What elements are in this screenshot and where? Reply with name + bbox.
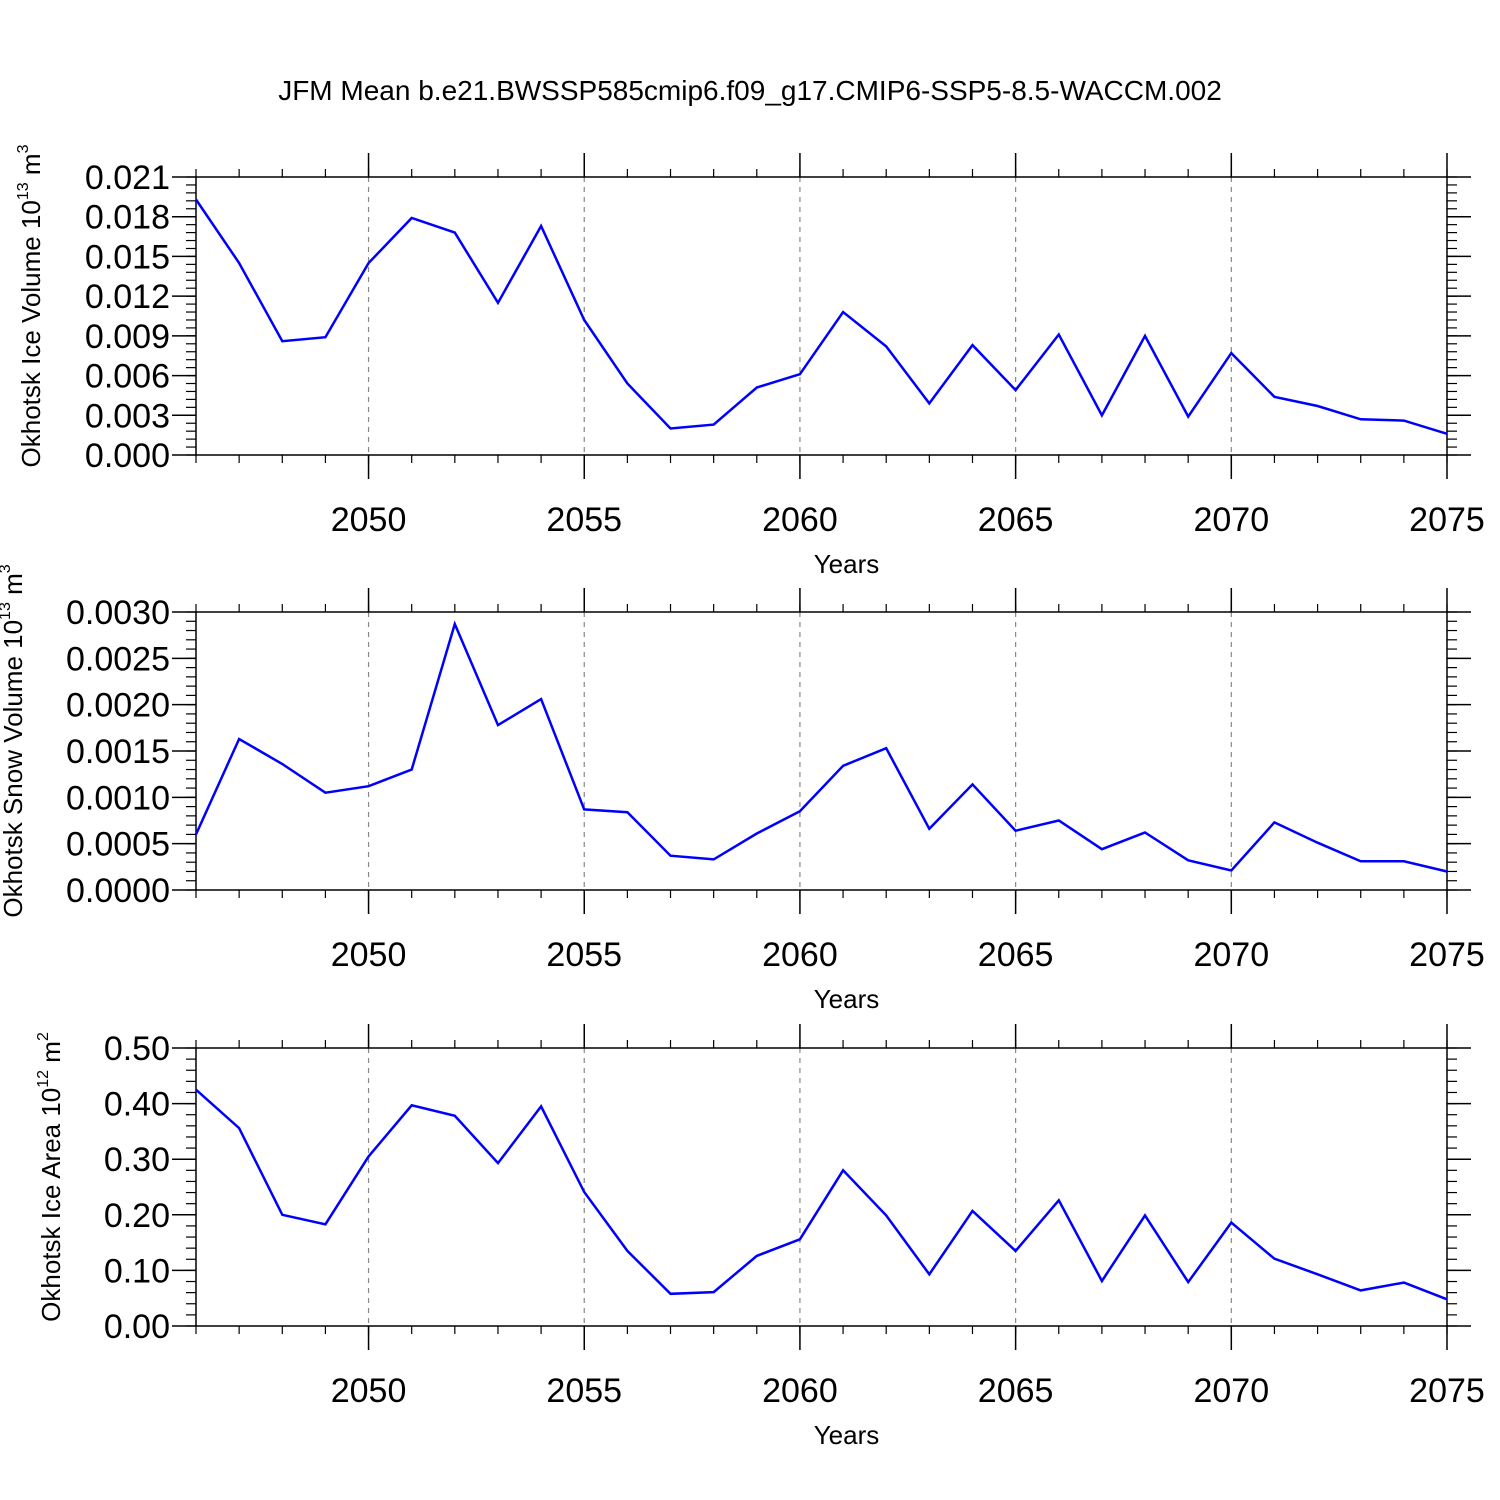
y-axis-label-unit-exponent: 3	[0, 564, 14, 573]
y-axis-label-text: Okhotsk Ice Volume 10	[16, 200, 46, 467]
x-tick-label: 2060	[762, 501, 838, 539]
y-axis-label-exponent: 13	[15, 182, 32, 200]
y-tick-label: 0.30	[104, 1141, 170, 1179]
series-line-1	[195, 1088, 1448, 1301]
chart-panel-3: 0.00 0.10 0.20 0.30 0.40 0.50 2050 2055 2060 2065…	[35, 1024, 1485, 1450]
y-axis-label: Okhotsk Snow Volume 1013 m3	[0, 564, 28, 917]
y-axis-label-unit: m	[36, 1041, 66, 1070]
x-tick-label: 2070	[1193, 501, 1269, 539]
x-tick-label: 2055	[546, 936, 622, 974]
series-line-1	[194, 198, 1448, 435]
x-tick-label: 2070	[1193, 936, 1269, 974]
y-axis-label-exponent: 13	[0, 602, 14, 620]
y-axis-label: Okhotsk Ice Volume 1013 m3	[15, 144, 46, 467]
y-tick-label: 0.50	[104, 1030, 170, 1068]
figure-title: JFM Mean b.e21.BWSSP585cmip6.f09_g17.CMI…	[278, 75, 1222, 106]
chart-panel-2: 0.0000 0.0005 0.0010 0.0015 0.0020 0.0025 0.00…	[0, 564, 1485, 1014]
series-line-1	[194, 620, 1448, 873]
x-tick-label: 2055	[546, 1372, 622, 1410]
panels: 0.0000.0030.0060.0090.0120.0150.0180.021…	[0, 144, 1485, 1450]
x-tick-label: 2065	[978, 501, 1054, 539]
y-tick-label: 0.0000	[66, 872, 170, 910]
y-tick-label: 0.003	[85, 397, 170, 435]
x-tick-label: 2060	[762, 936, 838, 974]
x-axis-label: Years	[814, 549, 880, 579]
chart-panel-1: 0.0000.0030.0060.0090.0120.0150.0180.021…	[15, 144, 1485, 579]
y-tick-label: 0.0010	[66, 779, 170, 817]
y-tick-label: 0.018	[85, 199, 170, 237]
x-tick-label: 2050	[331, 936, 407, 974]
y-tick-label: 0.10	[104, 1252, 170, 1290]
y-axis-label-unit-exponent: 3	[15, 144, 32, 153]
y-axis-label-text: Okhotsk Ice Area 10	[36, 1088, 66, 1322]
y-tick-label: 0.0020	[66, 687, 170, 725]
y-axis-label-exponent: 12	[35, 1070, 52, 1088]
y-tick-label: 0.012	[85, 278, 170, 316]
y-tick-label: 0.009	[85, 318, 170, 356]
x-axis-label: Years	[814, 1420, 880, 1450]
y-tick-label: 0.0015	[66, 733, 170, 771]
x-tick-label: 2050	[331, 501, 407, 539]
y-tick-label: 0.000	[85, 437, 170, 475]
y-axis-label-unit: m	[16, 153, 46, 182]
y-tick-label: 0.006	[85, 358, 170, 396]
x-tick-label: 2055	[546, 501, 622, 539]
x-tick-label: 2050	[331, 1372, 407, 1410]
y-tick-label: 0.00	[104, 1308, 170, 1346]
plot-frame	[195, 611, 1448, 891]
x-tick-label: 2065	[978, 1372, 1054, 1410]
y-tick-label: 0.0030	[66, 594, 170, 632]
x-tick-label: 2075	[1409, 501, 1485, 539]
y-axis-label: Okhotsk Ice Area 1012 m2	[35, 1032, 66, 1322]
x-tick-label: 2060	[762, 1372, 838, 1410]
y-axis-label-unit: m	[0, 573, 28, 602]
plot-frame	[195, 1047, 1448, 1327]
y-tick-label: 0.0025	[66, 640, 170, 678]
x-tick-label: 2075	[1409, 936, 1485, 974]
y-axis-label-unit-exponent: 2	[35, 1032, 52, 1041]
x-tick-label: 2075	[1409, 1372, 1485, 1410]
y-tick-label: 0.40	[104, 1086, 170, 1124]
plot-frame	[195, 176, 1448, 456]
y-tick-label: 0.0005	[66, 826, 170, 864]
x-tick-label: 2070	[1193, 1372, 1269, 1410]
x-tick-label: 2065	[978, 936, 1054, 974]
y-tick-label: 0.015	[85, 238, 170, 276]
y-tick-label: 0.20	[104, 1197, 170, 1235]
x-axis-label: Years	[814, 984, 880, 1014]
y-axis-label-text: Okhotsk Snow Volume 10	[0, 620, 28, 918]
y-tick-label: 0.021	[85, 159, 170, 197]
